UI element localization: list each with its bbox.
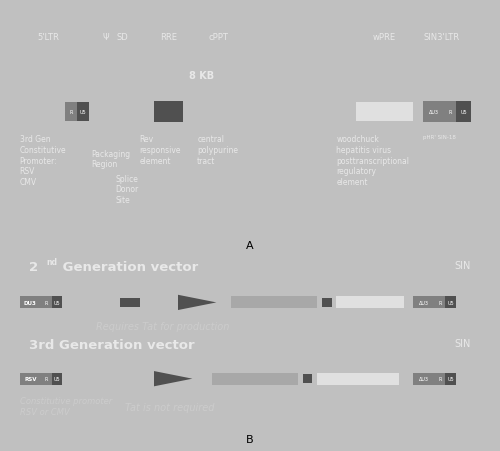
Text: U5: U5 xyxy=(54,376,60,382)
Text: 5'LTR: 5'LTR xyxy=(38,33,60,42)
Text: Constitutive promoter
RSV or CMV: Constitutive promoter RSV or CMV xyxy=(20,396,112,416)
Text: pHR' SIN-18: pHR' SIN-18 xyxy=(423,135,456,140)
Text: nd: nd xyxy=(46,258,57,267)
Bar xyxy=(322,299,332,307)
Bar xyxy=(52,297,62,308)
Text: B: B xyxy=(246,433,254,444)
Bar xyxy=(356,102,413,121)
Text: R: R xyxy=(438,300,442,305)
Text: A: A xyxy=(246,241,254,251)
Bar xyxy=(65,102,77,121)
Text: R: R xyxy=(70,110,73,115)
Text: 8 KB: 8 KB xyxy=(190,70,214,80)
Bar xyxy=(41,373,52,385)
Text: SD: SD xyxy=(117,33,128,42)
Bar xyxy=(446,373,456,385)
Text: Packaging
Region: Packaging Region xyxy=(92,149,130,169)
Bar xyxy=(52,373,62,385)
Polygon shape xyxy=(207,100,231,124)
Bar xyxy=(154,101,183,122)
Bar xyxy=(456,101,471,122)
Text: 3rd Gen
Constitutive
Promoter:
RSV
CMV: 3rd Gen Constitutive Promoter: RSV CMV xyxy=(20,135,66,187)
Polygon shape xyxy=(154,371,192,387)
Text: 2: 2 xyxy=(29,260,38,273)
Polygon shape xyxy=(178,295,216,310)
Text: SIN: SIN xyxy=(454,260,471,271)
Bar xyxy=(317,373,399,385)
Bar xyxy=(413,297,435,308)
Text: SIN3'LTR: SIN3'LTR xyxy=(424,33,460,42)
Bar xyxy=(423,101,444,122)
Text: SIN: SIN xyxy=(454,338,471,348)
Text: Generation vector: Generation vector xyxy=(58,260,198,273)
Text: ΔU3: ΔU3 xyxy=(419,376,429,382)
Text: Requires Tat for production: Requires Tat for production xyxy=(96,321,230,331)
Text: Splice
Donor
Site: Splice Donor Site xyxy=(116,174,139,205)
Bar xyxy=(444,101,456,122)
Text: RRE: RRE xyxy=(160,33,177,42)
Text: U5: U5 xyxy=(460,110,467,115)
Bar xyxy=(20,297,41,308)
Polygon shape xyxy=(149,298,169,308)
Bar xyxy=(231,297,317,308)
Bar xyxy=(120,299,140,307)
Bar xyxy=(435,373,446,385)
Text: U5: U5 xyxy=(54,300,60,305)
Text: R: R xyxy=(45,376,48,382)
Bar xyxy=(303,375,312,383)
Text: Tat is not required: Tat is not required xyxy=(125,402,214,413)
Bar xyxy=(413,373,435,385)
Bar xyxy=(435,297,446,308)
Text: Rev
responsive
element: Rev responsive element xyxy=(140,135,181,165)
Text: ΔU3: ΔU3 xyxy=(419,300,429,305)
Text: RSV: RSV xyxy=(24,376,36,382)
Text: R: R xyxy=(45,300,48,305)
Bar xyxy=(212,373,298,385)
Text: ΔU3: ΔU3 xyxy=(428,110,438,115)
Bar xyxy=(20,373,41,385)
Text: 3rd Generation vector: 3rd Generation vector xyxy=(29,338,195,351)
Text: woodchuck
hepatitis virus
posttranscriptional
regulatory
element: woodchuck hepatitis virus posttranscript… xyxy=(336,135,409,187)
Text: Ψ: Ψ xyxy=(102,33,110,42)
Bar xyxy=(41,297,52,308)
Text: R: R xyxy=(438,376,442,382)
Text: central
polypurine
tract: central polypurine tract xyxy=(197,135,238,165)
Text: DU3: DU3 xyxy=(24,300,37,305)
Text: U5: U5 xyxy=(448,300,454,305)
Bar xyxy=(336,297,404,308)
Polygon shape xyxy=(48,100,65,124)
Bar xyxy=(20,101,48,122)
Text: U5: U5 xyxy=(80,110,86,115)
Text: R: R xyxy=(448,110,452,115)
Bar xyxy=(446,297,456,308)
Text: cPPT: cPPT xyxy=(209,33,229,42)
Text: U5: U5 xyxy=(448,376,454,382)
Bar xyxy=(77,102,89,121)
Polygon shape xyxy=(116,374,140,384)
Text: wPRE: wPRE xyxy=(373,33,396,42)
